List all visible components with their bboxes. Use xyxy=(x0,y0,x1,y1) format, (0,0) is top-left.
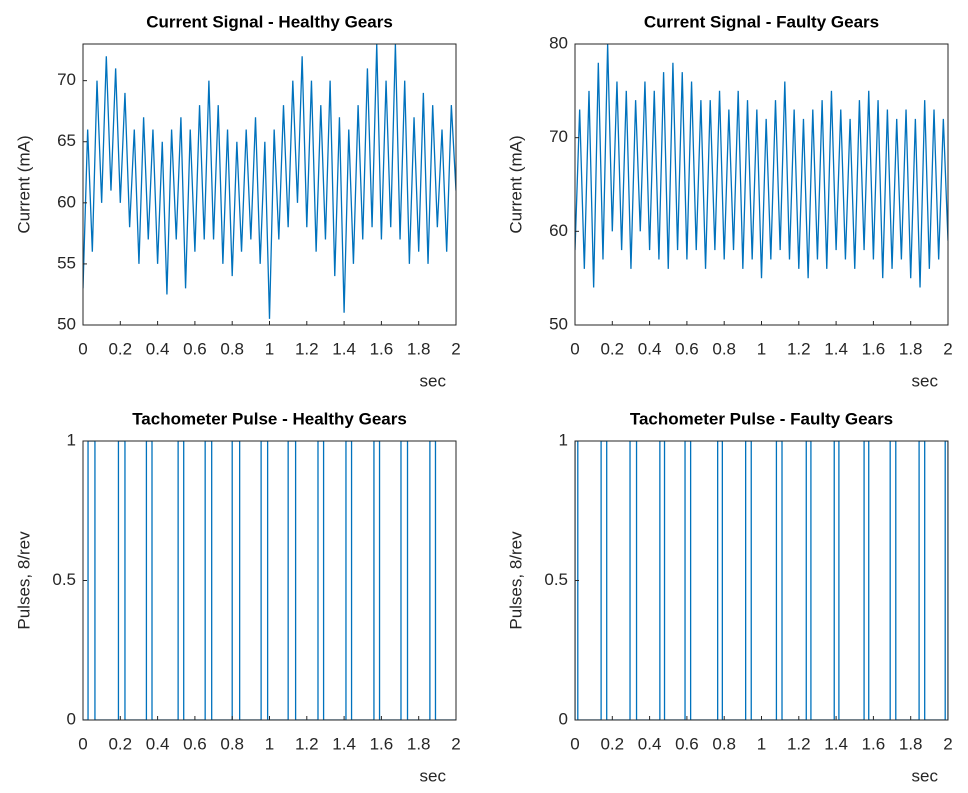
x-tick-label: 1.4 xyxy=(824,339,848,358)
x-axis-label: sec xyxy=(420,371,447,390)
chart-title: Current Signal - Healthy Gears xyxy=(146,12,393,31)
chart-title: Tachometer Pulse - Faulty Gears xyxy=(630,409,893,428)
signal-line xyxy=(83,44,456,319)
x-tick-label: 0.6 xyxy=(675,734,699,753)
x-tick-label: 0.4 xyxy=(638,734,662,753)
x-tick-label: 1.8 xyxy=(899,339,923,358)
x-tick-label: 2 xyxy=(451,734,460,753)
x-tick-label: 2 xyxy=(943,734,952,753)
x-tick-label: 0.4 xyxy=(146,339,170,358)
y-tick-label: 70 xyxy=(57,70,76,89)
y-axis-label: Pulses, 8/rev xyxy=(14,531,33,630)
x-tick-label: 1.4 xyxy=(824,734,848,753)
x-tick-label: 1.4 xyxy=(332,734,356,753)
x-tick-label: 0.6 xyxy=(183,734,207,753)
y-axis-label: Pulses, 8/rev xyxy=(506,531,525,630)
x-tick-label: 1.2 xyxy=(787,734,811,753)
y-tick-label: 80 xyxy=(549,33,568,52)
x-tick-label: 0.8 xyxy=(712,734,736,753)
axes-background xyxy=(575,44,948,325)
y-tick-label: 50 xyxy=(549,314,568,333)
axes-background xyxy=(83,44,456,325)
x-tick-label: 0 xyxy=(570,339,579,358)
y-tick-label: 60 xyxy=(57,192,76,211)
y-tick-label: 65 xyxy=(57,131,76,150)
signal-line xyxy=(575,44,948,288)
x-tick-label: 1.6 xyxy=(370,734,394,753)
x-tick-label: 1.2 xyxy=(295,339,319,358)
x-tick-label: 0 xyxy=(570,734,579,753)
x-tick-label: 0.8 xyxy=(220,734,244,753)
x-tick-label: 0 xyxy=(78,734,87,753)
x-axis-label: sec xyxy=(420,766,447,785)
x-tick-label: 1.8 xyxy=(407,339,431,358)
x-tick-label: 1.6 xyxy=(862,734,886,753)
axes-background xyxy=(575,441,948,720)
x-tick-label: 0 xyxy=(78,339,87,358)
y-tick-label: 0.5 xyxy=(544,570,568,589)
y-tick-label: 0.5 xyxy=(52,570,76,589)
y-tick-label: 55 xyxy=(57,253,76,272)
chart-title: Tachometer Pulse - Healthy Gears xyxy=(132,409,407,428)
axes-background xyxy=(83,441,456,720)
x-tick-label: 0.2 xyxy=(600,339,624,358)
y-tick-label: 0 xyxy=(559,709,568,728)
y-axis-label: Current (mA) xyxy=(506,135,525,233)
x-tick-label: 0.4 xyxy=(638,339,662,358)
x-tick-label: 0.2 xyxy=(108,734,132,753)
x-tick-label: 1.4 xyxy=(332,339,356,358)
x-tick-label: 1 xyxy=(265,339,274,358)
x-tick-label: 1.8 xyxy=(899,734,923,753)
y-tick-label: 1 xyxy=(67,430,76,449)
y-tick-label: 1 xyxy=(559,430,568,449)
x-tick-label: 2 xyxy=(943,339,952,358)
x-tick-label: 0.8 xyxy=(220,339,244,358)
y-tick-label: 60 xyxy=(549,221,568,240)
x-tick-label: 1 xyxy=(265,734,274,753)
y-tick-label: 0 xyxy=(67,709,76,728)
x-tick-label: 0.6 xyxy=(183,339,207,358)
y-axis-label: Current (mA) xyxy=(14,135,33,233)
x-tick-label: 1 xyxy=(757,734,766,753)
x-tick-label: 1.8 xyxy=(407,734,431,753)
x-axis-label: sec xyxy=(912,371,939,390)
x-tick-label: 0.8 xyxy=(712,339,736,358)
y-tick-label: 50 xyxy=(57,314,76,333)
x-tick-label: 0.4 xyxy=(146,734,170,753)
x-axis-label: sec xyxy=(912,766,939,785)
x-tick-label: 1.2 xyxy=(295,734,319,753)
x-tick-label: 1.2 xyxy=(787,339,811,358)
x-tick-label: 2 xyxy=(451,339,460,358)
x-tick-label: 0.2 xyxy=(108,339,132,358)
x-tick-label: 1.6 xyxy=(862,339,886,358)
chart-title: Current Signal - Faulty Gears xyxy=(644,12,879,31)
x-tick-label: 0.2 xyxy=(600,734,624,753)
x-tick-label: 0.6 xyxy=(675,339,699,358)
y-tick-label: 70 xyxy=(549,127,568,146)
x-tick-label: 1.6 xyxy=(370,339,394,358)
x-tick-label: 1 xyxy=(757,339,766,358)
